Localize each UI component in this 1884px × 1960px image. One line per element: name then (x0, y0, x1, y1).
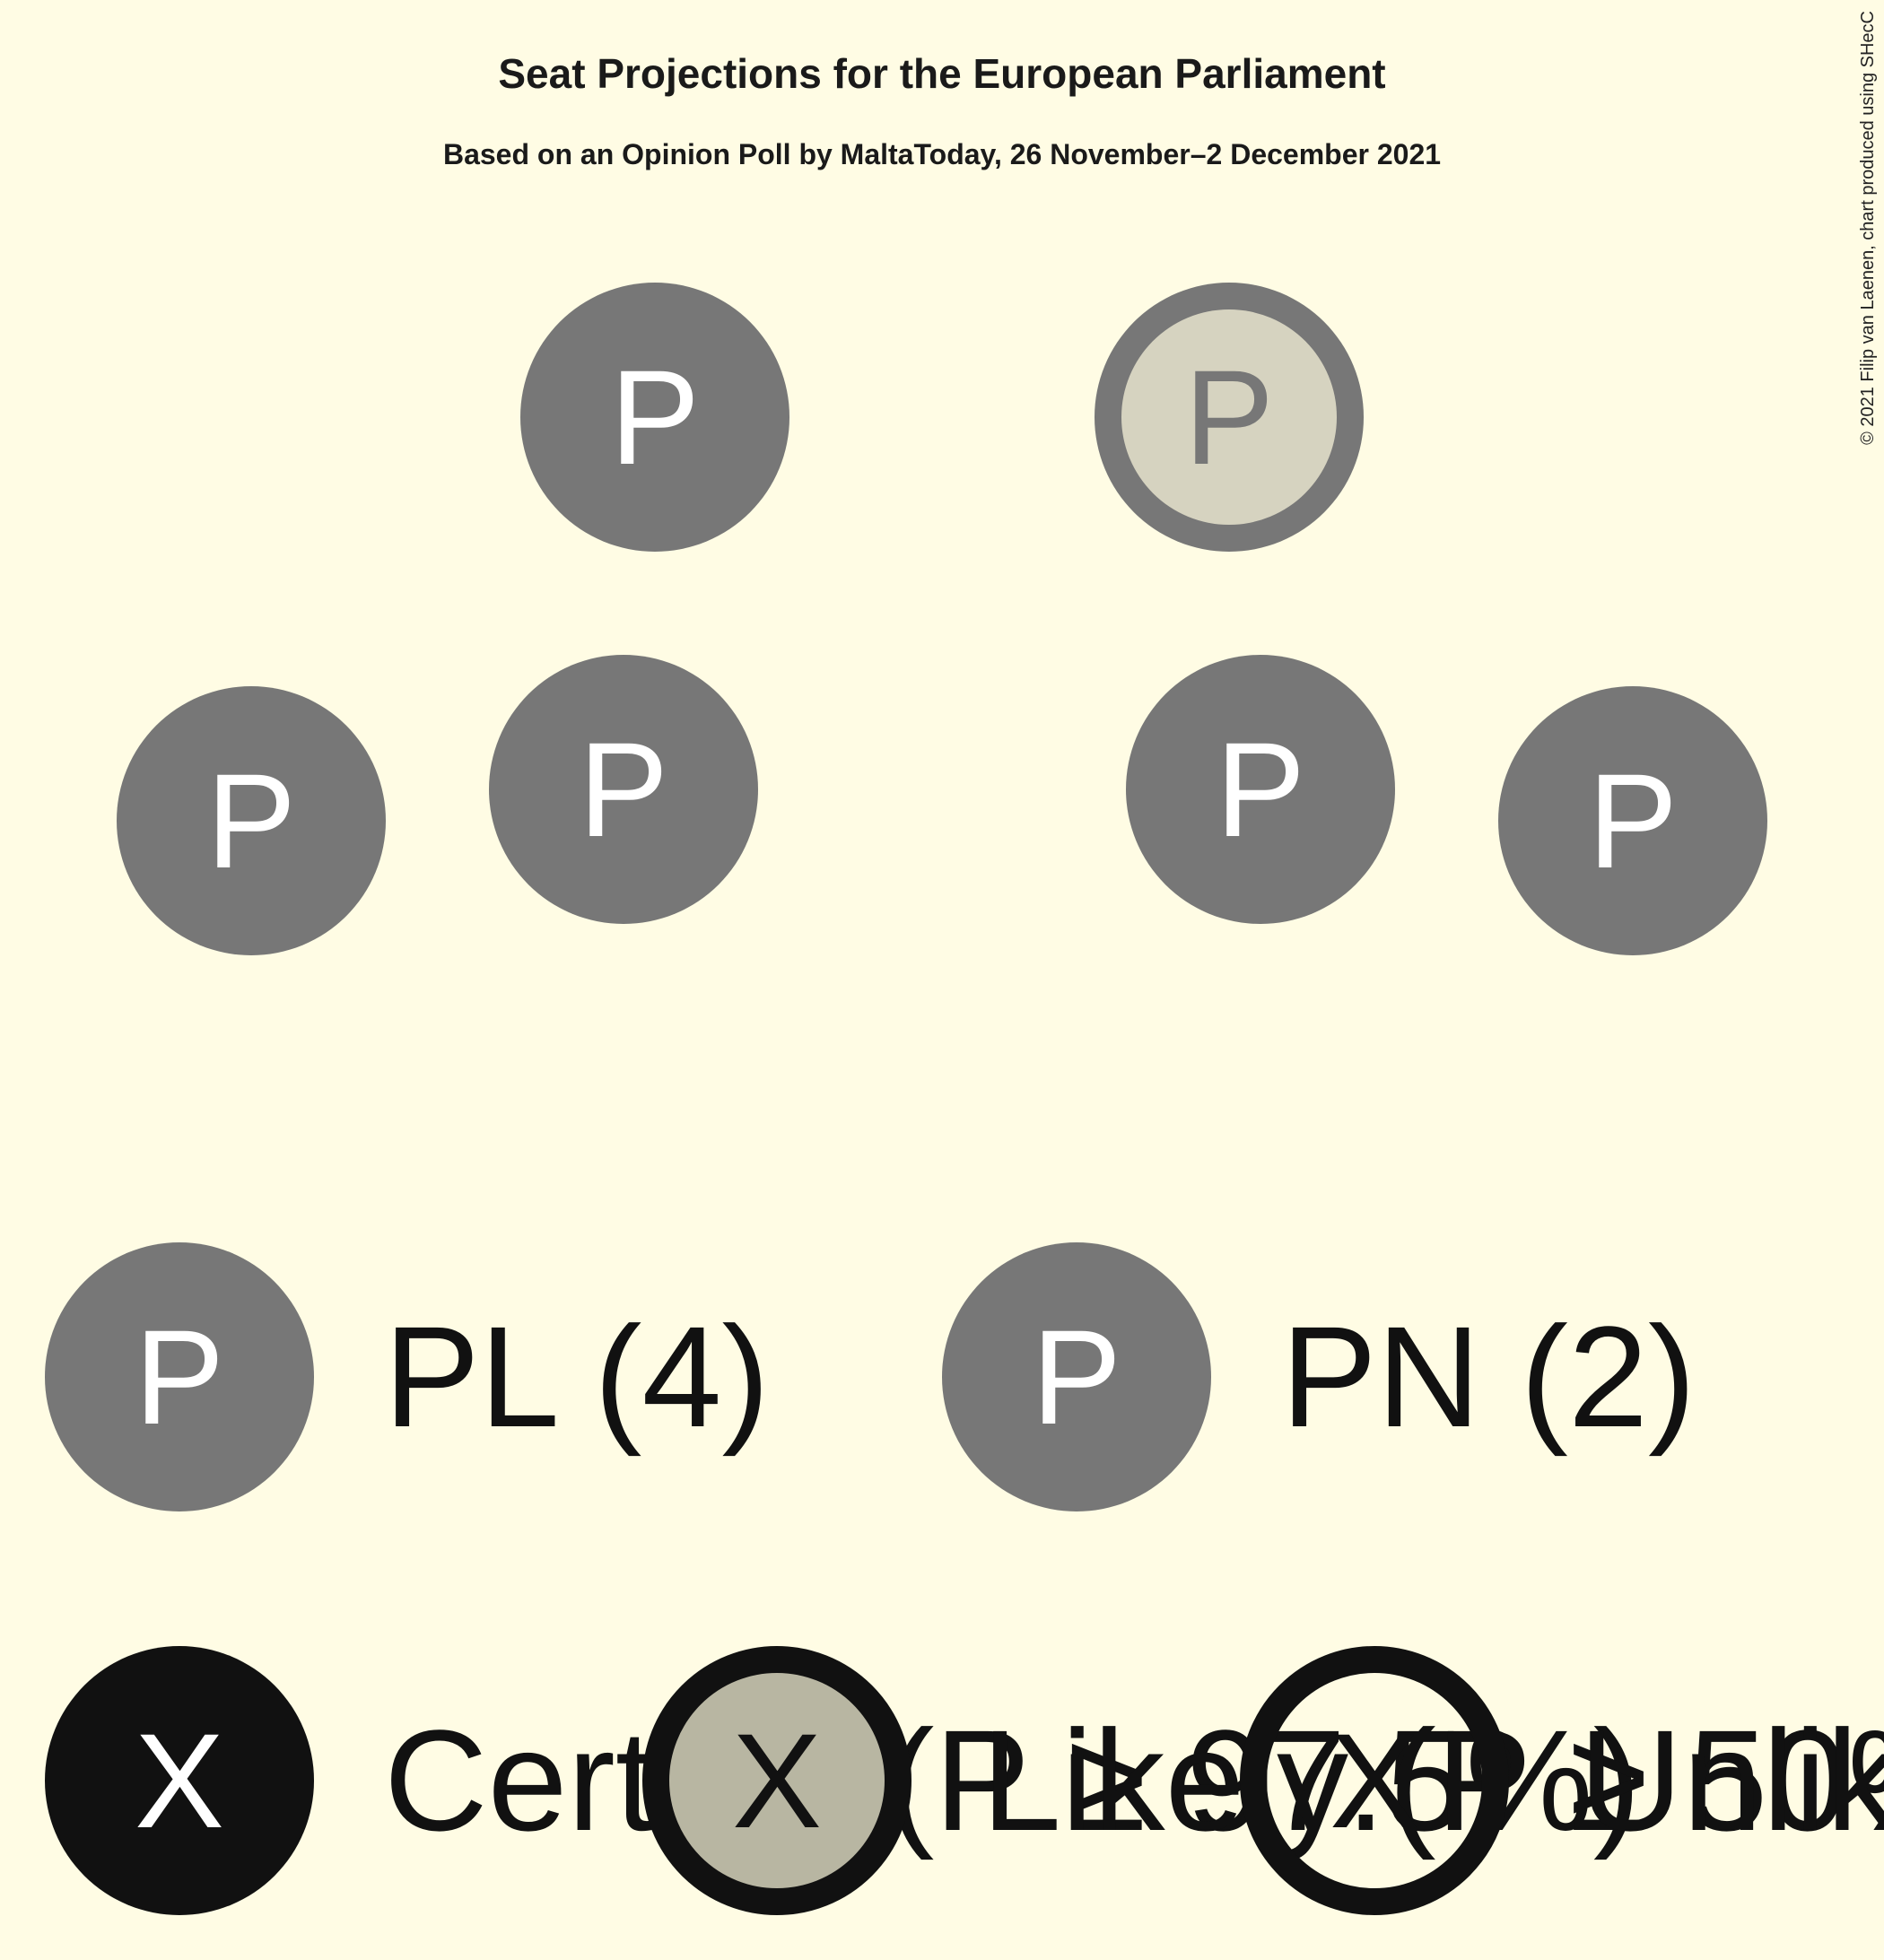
status-label: Likely (P ≥ 50%) (981, 1700, 1884, 1860)
party-legend: P PL (4) P PN (2) (45, 1242, 1696, 1511)
copyright-note: © 2021 Filip van Laenen, chart produced … (1858, 11, 1878, 445)
seat-circle (1126, 655, 1395, 924)
seat-pl-certain: P (520, 283, 789, 552)
status-symbol: X (732, 1705, 822, 1856)
status-swatch (642, 1646, 911, 1915)
seat-pn-certain: P (1498, 686, 1767, 955)
seat-pn-likely: P (1095, 283, 1364, 552)
legend-label: PN (2) (1281, 1296, 1696, 1457)
seat-pl-certain: P (489, 655, 758, 924)
status-symbol: X (135, 1705, 224, 1856)
legend-swatch (45, 1242, 314, 1511)
seat-symbol: P (1184, 342, 1274, 492)
status-legend-certain: X Certain (P ≥ 97.5%) (45, 1646, 1641, 1915)
legend-swatch (942, 1242, 1211, 1511)
seat-pl-certain: P (117, 686, 386, 955)
legend-item-pl: P PL (4) (45, 1242, 770, 1511)
status-swatch (45, 1646, 314, 1915)
seat-pn-certain: P (1126, 655, 1395, 924)
seat-circle (489, 655, 758, 924)
seat-symbol: P (206, 745, 296, 896)
chart-subtitle: Based on an Opinion Poll by MaltaToday, … (443, 138, 1441, 170)
seat-circle (520, 283, 789, 552)
legend-symbol: P (1032, 1302, 1121, 1452)
seat-symbol: P (1216, 714, 1305, 865)
seat-symbol: P (1588, 745, 1678, 896)
status-label: Unlikely (1579, 1700, 1884, 1860)
status-legend-unlikely: X Unlikely (1240, 1646, 1884, 1915)
legend-symbol: P (135, 1302, 224, 1452)
seat-symbol: P (579, 714, 668, 865)
seat-inner (1121, 309, 1337, 525)
chart-title: Seat Projections for the European Parlia… (498, 50, 1385, 97)
status-swatch (1240, 1646, 1509, 1915)
status-symbol: X (1330, 1705, 1419, 1856)
seat-arc: P P P P P P (117, 283, 1767, 955)
seat-symbol: P (610, 342, 700, 492)
legend-item-pn: P PN (2) (942, 1242, 1696, 1511)
seat-circle (1498, 686, 1767, 955)
legend-label: PL (4) (384, 1296, 770, 1457)
status-label: Certain (P ≥ 97.5%) (384, 1700, 1641, 1860)
seat-circle (117, 686, 386, 955)
